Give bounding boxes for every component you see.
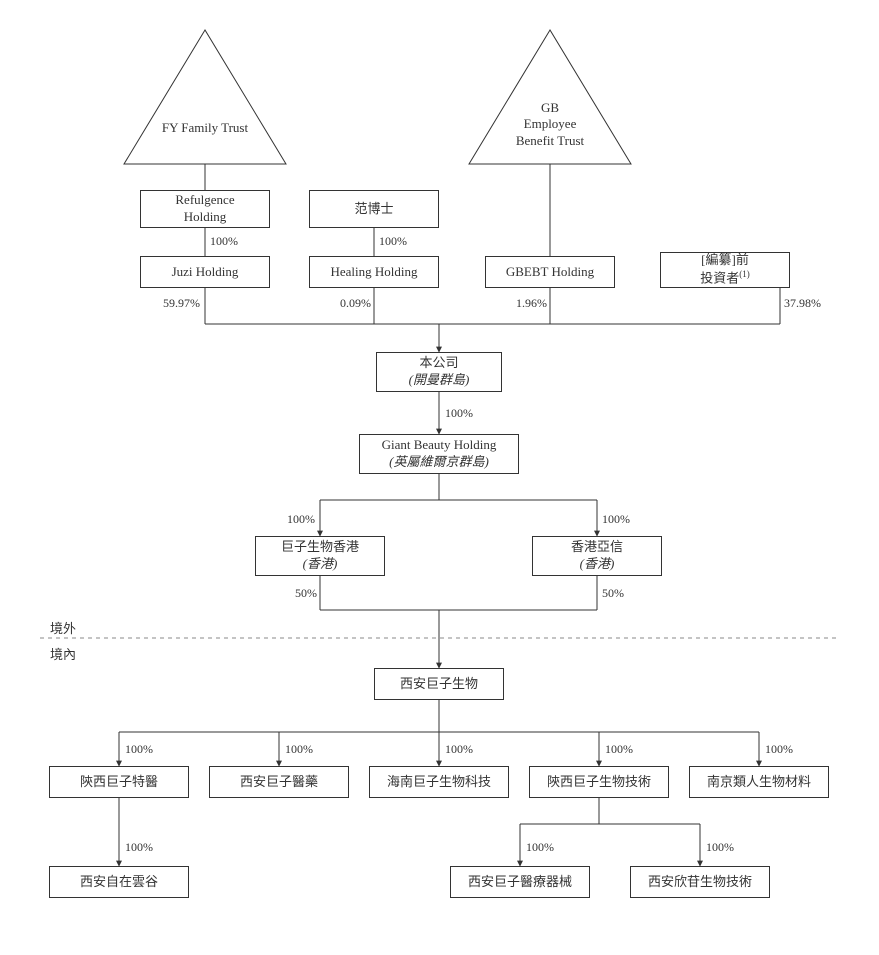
- pct-juzihk-xian: 50%: [295, 586, 317, 601]
- node-company-l1: 本公司: [419, 355, 458, 372]
- triangle-gb-label: GB Employee Benefit Trust: [490, 100, 610, 149]
- node-xian-juzi: 西安巨子生物: [374, 668, 504, 700]
- triangle-gb-line1: GB: [490, 100, 610, 116]
- node-refulgence: Refulgence Holding: [140, 190, 270, 228]
- pct-xian-c2: 100%: [285, 742, 313, 757]
- triangle-fy-line1: FY Family Trust: [162, 120, 248, 135]
- node-shaanxi-tech: 陝西巨子生物技術: [529, 766, 669, 798]
- node-shaanxi-teyi-l1: 陝西巨子特醫: [80, 774, 158, 791]
- label-inside: 境內: [50, 644, 76, 663]
- node-hainan: 海南巨子生物科技: [369, 766, 509, 798]
- node-nanjing-l1: 南京類人生物材料: [707, 774, 811, 791]
- node-hkyaxin-l2: (香港): [580, 556, 615, 573]
- node-shaanxi-teyi: 陝西巨子特醫: [49, 766, 189, 798]
- pct-xian-c4: 100%: [605, 742, 633, 757]
- node-hkyaxin-l1: 香港亞信: [571, 539, 623, 556]
- triangle-gb-line2: Employee: [490, 116, 610, 132]
- node-xian-yungu: 西安自在雲谷: [49, 866, 189, 898]
- node-gbebt-l1: GBEBT Holding: [506, 264, 594, 281]
- pct-juzi-company: 59.97%: [163, 296, 200, 311]
- node-xian-xinxi-l1: 西安欣苷生物技術: [648, 874, 752, 891]
- node-juzihk: 巨子生物香港 (香港): [255, 536, 385, 576]
- node-juzihk-l1: 巨子生物香港: [281, 539, 359, 556]
- pct-hkyaxin-xian: 50%: [602, 586, 624, 601]
- node-company: 本公司 (開曼群島): [376, 352, 502, 392]
- triangle-gb-line3: Benefit Trust: [490, 133, 610, 149]
- node-redacted-wrap: [編纂]前 投資者(1): [700, 252, 750, 287]
- node-redacted: [編纂]前 投資者(1): [660, 252, 790, 288]
- node-gbebt: GBEBT Holding: [485, 256, 615, 288]
- pct-fanboshi-healing: 100%: [379, 234, 407, 249]
- node-juzi-l1: Juzi Holding: [172, 264, 239, 281]
- node-xian-med-l1: 西安巨子醫療器械: [468, 874, 572, 891]
- node-healing-l1: Healing Holding: [330, 264, 417, 281]
- pct-teyi-yungu: 100%: [125, 840, 153, 855]
- node-company-l2: (開曼群島): [409, 372, 470, 389]
- pct-tech-xinxi: 100%: [706, 840, 734, 855]
- pct-gb-juzihk: 100%: [287, 512, 315, 527]
- pct-gbebt-company: 1.96%: [516, 296, 547, 311]
- pct-refulgence-juzi: 100%: [210, 234, 238, 249]
- node-redacted-l2: 投資者: [700, 271, 739, 286]
- node-fanboshi: 范博士: [309, 190, 439, 228]
- org-chart-lines: [0, 0, 879, 955]
- pct-redacted-company: 37.98%: [784, 296, 821, 311]
- node-xian-xinxi: 西安欣苷生物技術: [630, 866, 770, 898]
- node-juzihk-l2: (香港): [303, 556, 338, 573]
- node-giantbeauty-l2: (英屬維爾京群島): [389, 454, 489, 471]
- pct-company-gb: 100%: [445, 406, 473, 421]
- pct-xian-c5: 100%: [765, 742, 793, 757]
- node-fanboshi-l1: 范博士: [354, 201, 393, 218]
- pct-xian-c1: 100%: [125, 742, 153, 757]
- node-giantbeauty-l1: Giant Beauty Holding: [382, 437, 497, 454]
- node-refulgence-l2: Holding: [184, 209, 227, 226]
- pct-gb-hkyaxin: 100%: [602, 512, 630, 527]
- node-giantbeauty: Giant Beauty Holding (英屬維爾京群島): [359, 434, 519, 474]
- node-nanjing: 南京類人生物材料: [689, 766, 829, 798]
- node-xian-yiyao: 西安巨子醫藥: [209, 766, 349, 798]
- pct-tech-med: 100%: [526, 840, 554, 855]
- node-hainan-l1: 海南巨子生物科技: [387, 774, 491, 791]
- node-shaanxi-tech-l1: 陝西巨子生物技術: [547, 774, 651, 791]
- triangle-fy-label: FY Family Trust: [145, 120, 265, 136]
- pct-healing-company: 0.09%: [340, 296, 371, 311]
- node-hkyaxin: 香港亞信 (香港): [532, 536, 662, 576]
- pct-xian-c3: 100%: [445, 742, 473, 757]
- label-outside: 境外: [50, 618, 76, 637]
- node-xian-yiyao-l1: 西安巨子醫藥: [240, 774, 318, 791]
- node-juzi: Juzi Holding: [140, 256, 270, 288]
- node-refulgence-l1: Refulgence: [175, 192, 234, 209]
- node-redacted-l1: [編纂]前: [701, 252, 749, 267]
- node-xian-med: 西安巨子醫療器械: [450, 866, 590, 898]
- node-healing: Healing Holding: [309, 256, 439, 288]
- node-redacted-sup: (1): [739, 269, 750, 279]
- node-xian-yungu-l1: 西安自在雲谷: [80, 874, 158, 891]
- node-xian-juzi-l1: 西安巨子生物: [400, 676, 478, 693]
